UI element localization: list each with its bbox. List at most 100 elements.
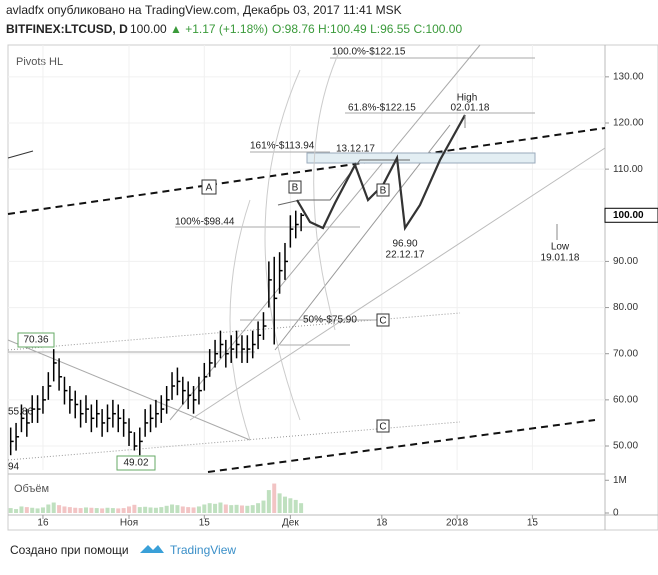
label-box — [201, 179, 217, 195]
annotation: 100.0%-$122.15 — [332, 47, 406, 58]
volume-bar — [83, 507, 88, 513]
trend-line — [7, 127, 606, 215]
indicator-title: Pivots HL — [16, 56, 63, 68]
volume-bar — [299, 503, 304, 513]
volume-bar — [73, 507, 78, 513]
projection-path — [296, 114, 466, 232]
volume-bar — [132, 504, 137, 513]
annotation: 61.8%-$122.15 — [348, 103, 416, 114]
logo — [140, 545, 164, 553]
volume-bar — [229, 505, 234, 513]
x-tick-label: Дек — [282, 518, 299, 529]
annotations: A B B C C 161%-$113.94 100.0%-$122.15 61… — [8, 47, 580, 495]
trend-line — [7, 150, 34, 159]
annotation: Low — [551, 242, 570, 253]
volume-bar — [62, 506, 67, 513]
volume-bar — [202, 504, 207, 513]
volume-bar — [89, 507, 94, 513]
volume-bar — [218, 502, 223, 513]
volume-bar — [164, 505, 169, 513]
volume-bar — [175, 505, 180, 513]
zone — [306, 152, 536, 164]
volume-bar — [127, 506, 132, 513]
channel-line — [7, 421, 461, 461]
x-tick-label: 15 — [527, 518, 539, 529]
label-box — [17, 332, 55, 348]
label-box — [116, 455, 156, 471]
volume-bar — [207, 503, 212, 513]
annotation: A — [206, 183, 213, 194]
y-tick-label: 130.00 — [613, 71, 644, 82]
volume-bar — [121, 508, 126, 513]
volume-bar — [94, 508, 99, 513]
volume-tick-label: 1M — [613, 475, 627, 486]
annotation: 94 — [8, 462, 20, 473]
label-box — [376, 313, 390, 327]
footer-text: Создано при помощи — [10, 543, 129, 557]
annotation: 70.36 — [23, 335, 48, 346]
y-tick-label: 70.00 — [613, 348, 638, 359]
volume-bar — [57, 505, 62, 513]
volume-bar — [110, 508, 115, 513]
volume-bar — [105, 507, 110, 513]
volume-bar — [159, 507, 164, 513]
volume-bar — [250, 505, 255, 513]
x-tick-label: 16 — [37, 518, 49, 529]
volume-bar — [277, 493, 282, 513]
annotation: B — [380, 186, 387, 197]
annotation: C — [379, 316, 386, 327]
volume-bar — [24, 507, 29, 513]
volume-bar — [78, 508, 83, 513]
volume-bar — [170, 504, 175, 513]
volume-bar — [14, 509, 19, 513]
annotation: B — [292, 183, 299, 194]
volume-bar — [19, 506, 24, 513]
x-tick-label: 15 — [199, 518, 211, 529]
y-tick-label: 80.00 — [613, 302, 638, 313]
y-tick-label: 50.00 — [613, 441, 638, 452]
label-box — [376, 183, 390, 197]
channel-line — [7, 312, 461, 351]
volume-bar — [266, 490, 271, 513]
volume-bar — [282, 496, 287, 513]
volume-bar — [143, 506, 148, 513]
volume-bar — [261, 500, 266, 513]
annotation: 02.01.18 — [451, 103, 490, 114]
annotation: 13.12.17 — [336, 144, 375, 155]
volume-bar — [153, 507, 158, 513]
volume-bar — [100, 508, 105, 513]
annotation: 161%-$113.94 — [250, 141, 315, 152]
annotation: 49.02 — [123, 458, 148, 469]
volume-bar — [191, 507, 196, 513]
volume-bar — [30, 507, 35, 513]
volume-bar — [148, 507, 153, 513]
annotation: 22.12.17 — [386, 250, 425, 261]
y-tick-label: 120.00 — [613, 118, 644, 129]
price-tag — [604, 207, 658, 223]
volume-bar — [46, 504, 51, 513]
volume-bar — [239, 505, 244, 513]
volume-bar — [35, 508, 40, 513]
trend-line — [207, 419, 596, 473]
change: ▲ +1.17 (+1.18%) — [170, 22, 268, 36]
volume-bar — [213, 503, 218, 513]
volume-bar — [245, 505, 250, 513]
volume-bar — [272, 483, 277, 513]
volume-bar — [288, 498, 293, 513]
fib-arc — [264, 69, 301, 421]
volume-bar — [116, 508, 121, 513]
volume-bar — [137, 507, 142, 513]
volume-bar — [223, 504, 228, 513]
footer-brand[interactable]: TradingView — [170, 543, 236, 557]
chart-frame — [7, 44, 658, 531]
volume-bar — [234, 504, 239, 513]
fib-arc — [313, 49, 341, 331]
volume-title: Объём — [14, 483, 49, 495]
symbol: BITFINEX:LTCUSD, D — [6, 22, 128, 36]
volume-bar — [186, 507, 191, 513]
volume-bar — [67, 507, 72, 513]
label-box — [288, 180, 302, 194]
volume-bar — [293, 499, 298, 513]
volume-bar — [180, 506, 185, 513]
